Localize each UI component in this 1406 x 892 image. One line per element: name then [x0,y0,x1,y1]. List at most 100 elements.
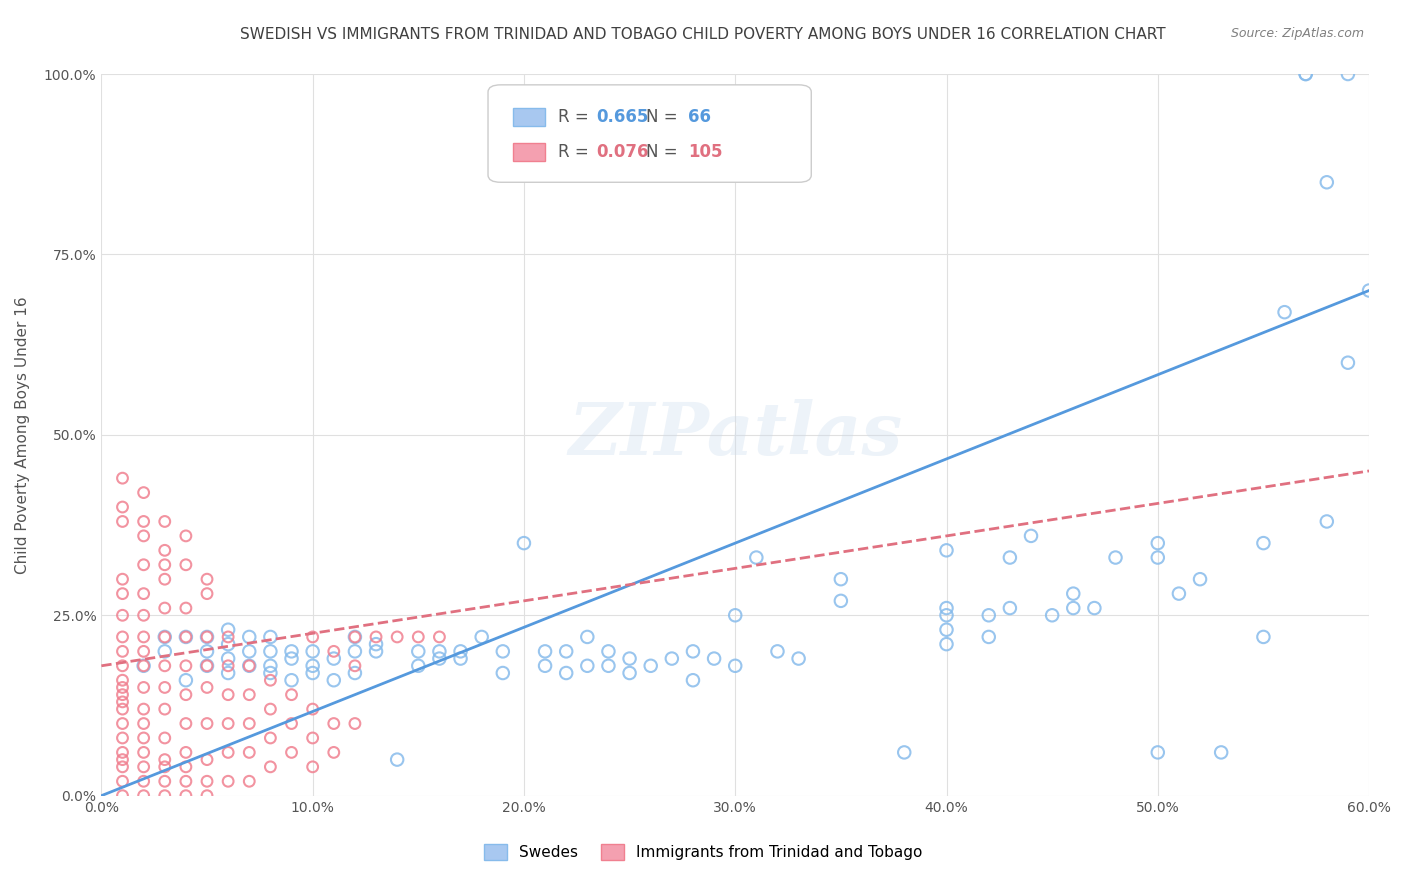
Point [280,688,302,702]
Point [724,658,747,673]
Point [132,658,155,673]
Text: SWEDISH VS IMMIGRANTS FROM TRINIDAD AND TOBAGO CHILD POVERTY AMONG BOYS UNDER 16: SWEDISH VS IMMIGRANTS FROM TRINIDAD AND … [240,27,1166,42]
Point [153,731,176,745]
Point [132,731,155,745]
Point [1253,630,1275,644]
Point [153,753,176,767]
Point [1146,745,1168,759]
Point [661,651,683,665]
Point [724,608,747,623]
Point [174,658,197,673]
Point [259,760,281,774]
FancyBboxPatch shape [513,108,546,127]
Point [174,630,197,644]
Point [640,658,662,673]
Point [492,644,515,658]
Point [1019,529,1042,543]
Point [195,774,218,789]
Point [195,753,218,767]
Point [450,644,472,658]
Point [111,745,134,759]
Point [153,630,176,644]
Point [132,644,155,658]
Point [830,594,852,608]
Point [555,665,578,680]
Point [322,716,344,731]
Point [343,716,366,731]
Point [174,789,197,803]
Point [132,745,155,759]
Point [471,630,494,644]
Text: R =: R = [558,143,593,161]
Point [238,658,260,673]
Point [132,485,155,500]
Point [745,550,768,565]
Text: Source: ZipAtlas.com: Source: ZipAtlas.com [1230,27,1364,40]
Point [1083,601,1105,615]
Point [998,550,1021,565]
Point [408,644,430,658]
Point [998,601,1021,615]
Point [682,644,704,658]
Point [1316,515,1339,529]
Point [132,681,155,695]
Point [195,789,218,803]
Point [238,745,260,759]
Point [111,688,134,702]
Point [217,665,239,680]
Point [619,651,641,665]
Point [153,572,176,586]
Point [111,572,134,586]
Point [132,774,155,789]
Point [174,601,197,615]
Point [766,644,789,658]
Point [259,702,281,716]
Point [301,630,323,644]
Point [301,665,323,680]
Point [322,673,344,688]
Point [1104,550,1126,565]
Text: 0.076: 0.076 [596,143,648,161]
Point [830,572,852,586]
Point [111,608,134,623]
Point [111,644,134,658]
Point [238,688,260,702]
Point [111,681,134,695]
Point [174,760,197,774]
Point [259,673,281,688]
Text: R =: R = [558,108,593,127]
Point [343,630,366,644]
Point [1274,305,1296,319]
Point [238,644,260,658]
Point [1211,745,1233,759]
Text: N =: N = [647,143,683,161]
Point [132,608,155,623]
Point [576,658,599,673]
Point [977,630,1000,644]
Point [935,637,957,651]
Point [429,651,451,665]
Point [111,774,134,789]
Point [111,760,134,774]
Point [598,658,620,673]
Point [301,731,323,745]
Point [111,702,134,716]
Point [238,716,260,731]
Point [217,688,239,702]
Point [217,716,239,731]
Point [364,644,387,658]
Point [280,716,302,731]
Point [153,681,176,695]
Point [1040,608,1063,623]
Point [153,658,176,673]
Point [153,702,176,716]
Point [111,471,134,485]
Point [153,601,176,615]
Point [534,644,557,658]
Point [259,644,281,658]
Point [217,651,239,665]
Point [153,760,176,774]
Point [111,658,134,673]
Point [174,673,197,688]
Point [174,774,197,789]
